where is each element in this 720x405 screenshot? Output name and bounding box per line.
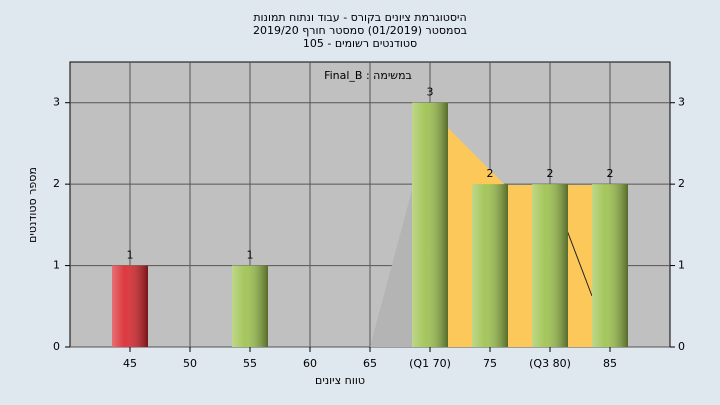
y2-tick-label: 2 [678,177,685,190]
x-tick-label: 85 [603,357,617,370]
y-axis-label: מספר סטודנטים [26,167,39,243]
bars: 1 1 3 2 2 2 [112,86,628,347]
x-tick-label: (Q1 70) [409,357,451,370]
bar-shine [532,184,568,347]
chart-subtitle: בסמסטר (01/2019) סמסטר חורף 2019/20 [253,24,467,37]
chart-title: היסטוגרמת ציונים בקורס - עבוד ונתוח תמונ… [253,11,466,24]
data-label: 2 [487,167,494,180]
x-tick-label: 65 [363,357,377,370]
annotation: Final_B : במשימה [324,69,412,82]
bar-shine [472,184,508,347]
y2-tick-label: 3 [678,96,685,109]
data-label: 2 [547,167,554,180]
curve-shade [370,190,412,347]
y-tick-label: 1 [53,259,60,272]
data-label: 3 [427,86,434,99]
y2-tick-label: 1 [678,259,685,272]
bar-shine [412,102,448,347]
data-label: 1 [247,249,254,262]
x-tick-label: (Q3 80) [529,357,571,370]
x-tick-label: 45 [123,357,137,370]
chart-subtitle: סטודנטים רשומים - 105 [303,37,417,50]
y-tick-label: 0 [53,340,60,353]
bar-shine [592,184,628,347]
x-tick-label: 60 [303,357,317,370]
curve-line [564,224,593,297]
data-label: 1 [127,249,134,262]
bar-shine [232,265,268,347]
bar-shine [112,265,148,347]
x-tick-label: 50 [183,357,197,370]
y-tick-label: 3 [53,96,60,109]
x-tick-label: 75 [483,357,497,370]
x-axis-label: טווח ציונים [315,374,365,387]
x-tick-label: 55 [243,357,257,370]
data-label: 2 [607,167,614,180]
y2-tick-label: 0 [678,340,685,353]
y-tick-label: 2 [53,177,60,190]
